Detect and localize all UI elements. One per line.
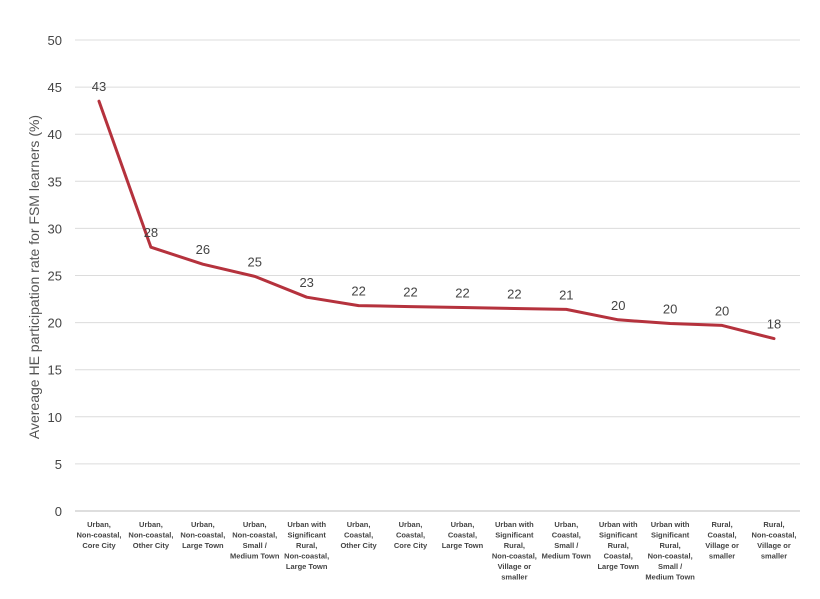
data-label: 23 — [299, 275, 313, 290]
x-category-label: Urban with Significant Rural, Coastal, Large… — [597, 520, 639, 571]
x-category-label-line: Rural, — [711, 520, 732, 529]
x-category-label-line: Urban with — [599, 520, 638, 529]
x-category-label-line: Significant — [495, 531, 534, 540]
data-label: 20 — [611, 298, 625, 313]
x-category-label-line: Non-coastal, — [751, 531, 796, 540]
x-category-label-line: Significant — [288, 531, 327, 540]
x-category-label-line: Urban with — [651, 520, 690, 529]
x-category-label: Urban, Coastal, Core City — [394, 520, 428, 550]
x-category-label-line: Core City — [82, 541, 116, 550]
x-category-label-line: smaller — [501, 573, 527, 582]
x-category-label-line: Other City — [340, 541, 377, 550]
y-tick-label: 10 — [48, 410, 62, 425]
x-category-label-line: smaller — [761, 552, 787, 561]
data-label: 25 — [248, 254, 262, 269]
x-category-label-line: Urban, — [87, 520, 111, 529]
x-category-label: Urban, Non-coastal, Core City — [76, 520, 121, 550]
x-category-label-line: Non-coastal, — [648, 552, 693, 561]
x-category-label-line: Non-coastal, — [128, 531, 173, 540]
x-category-label-line: Urban, — [399, 520, 423, 529]
x-category-label-line: Non-coastal, — [180, 531, 225, 540]
x-category-label-line: Urban, — [139, 520, 163, 529]
x-category-label-line: Rural, — [660, 541, 681, 550]
y-tick-label: 5 — [55, 457, 62, 472]
x-category-label: Rural, Coastal, Village or smaller — [705, 520, 739, 561]
x-category-label: Urban, Non-coastal, Small / Medium Town — [230, 520, 280, 561]
y-tick-label: 40 — [48, 127, 62, 142]
x-category-label: Urban, Coastal, Large Town — [442, 520, 484, 550]
x-category-label-line: Medium Town — [230, 552, 280, 561]
x-category-label-line: Village or — [705, 541, 739, 550]
y-tick-label: 25 — [48, 269, 62, 284]
x-category-label-line: Coastal, — [604, 552, 633, 561]
data-label: 22 — [403, 285, 417, 300]
data-label: 28 — [144, 225, 158, 240]
y-tick-label: 30 — [48, 221, 62, 236]
x-category-label-line: Urban, — [554, 520, 578, 529]
x-category-label-line: Large Town — [597, 562, 639, 571]
x-category-label-line: smaller — [709, 552, 735, 561]
x-category-label: Urban, Non-coastal, Large Town — [180, 520, 225, 550]
x-category-label-line: Small / — [554, 541, 579, 550]
y-tick-label: 45 — [48, 80, 62, 95]
x-category-label-line: Rural, — [608, 541, 629, 550]
series-line — [97, 99, 776, 341]
x-category-label-line: Significant — [651, 531, 690, 540]
data-label: 26 — [196, 242, 210, 257]
y-tick-label: 0 — [55, 504, 62, 519]
x-category-label-line: Rural, — [763, 520, 784, 529]
x-category-label-line: Urban with — [495, 520, 534, 529]
x-category-label: Urban with Significant Rural, Non-coastal, S… — [645, 520, 695, 582]
x-category-label-line: Large Town — [286, 562, 328, 571]
x-category-label-line: Coastal, — [344, 531, 373, 540]
x-category-label: Urban, Non-coastal, Other City — [128, 520, 173, 550]
x-category-label-line: Urban with — [287, 520, 326, 529]
x-category-label-line: Medium Town — [645, 573, 695, 582]
y-tick-label: 35 — [48, 174, 62, 189]
x-category-label-line: Coastal, — [448, 531, 477, 540]
x-category-label-line: Non-coastal, — [492, 552, 537, 561]
x-category-label-line: Other City — [133, 541, 170, 550]
x-category-label-line: Village or — [757, 541, 791, 550]
x-category-label-line: Non-coastal, — [76, 531, 121, 540]
x-category-label-line: Rural, — [504, 541, 525, 550]
data-label: 20 — [663, 302, 677, 317]
x-category-label: Urban, Coastal, Other City — [340, 520, 377, 550]
data-label: 22 — [351, 284, 365, 299]
x-category-label-line: Core City — [394, 541, 428, 550]
x-category-label: Rural, Non-coastal, Village or smaller — [751, 520, 796, 561]
y-tick-label: 20 — [48, 316, 62, 331]
x-category-label-line: Coastal, — [707, 531, 736, 540]
x-category-label: Urban with Significant Rural, Non-coastal, V… — [492, 520, 537, 582]
x-category-label-line: Non-coastal, — [284, 552, 329, 561]
x-category-label-line: Village or — [498, 562, 532, 571]
x-category-label-line: Rural, — [296, 541, 317, 550]
data-label: 22 — [455, 286, 469, 301]
x-category-label-line: Non-coastal, — [232, 531, 277, 540]
y-tick-label: 15 — [48, 363, 62, 378]
y-tick-label: 50 — [48, 33, 62, 48]
x-category-label-line: Medium Town — [542, 552, 592, 561]
y-axis-title: Avereage HE participation rate for FSM l… — [26, 115, 42, 439]
x-category-label-line: Large Town — [182, 541, 224, 550]
x-category-label-line: Large Town — [442, 541, 484, 550]
x-category-label-line: Urban, — [191, 520, 215, 529]
data-label: 22 — [507, 286, 521, 301]
x-category-label-line: Small / — [243, 541, 268, 550]
data-label: 43 — [92, 79, 106, 94]
x-category-label-line: Small / — [658, 562, 683, 571]
x-category-label-line: Urban, — [243, 520, 267, 529]
x-category-label-line: Urban, — [347, 520, 371, 529]
data-label: 18 — [767, 317, 781, 332]
x-category-label: Urban with Significant Rural, Non-coastal, L… — [284, 520, 329, 571]
x-category-label-line: Coastal, — [552, 531, 581, 540]
x-category-label-line: Coastal, — [396, 531, 425, 540]
x-category-label: Urban, Coastal, Small / Medium Town — [542, 520, 592, 561]
x-category-label-line: Significant — [599, 531, 638, 540]
data-label: 21 — [559, 287, 573, 302]
data-label: 20 — [715, 303, 729, 318]
x-category-label-line: Urban, — [451, 520, 475, 529]
